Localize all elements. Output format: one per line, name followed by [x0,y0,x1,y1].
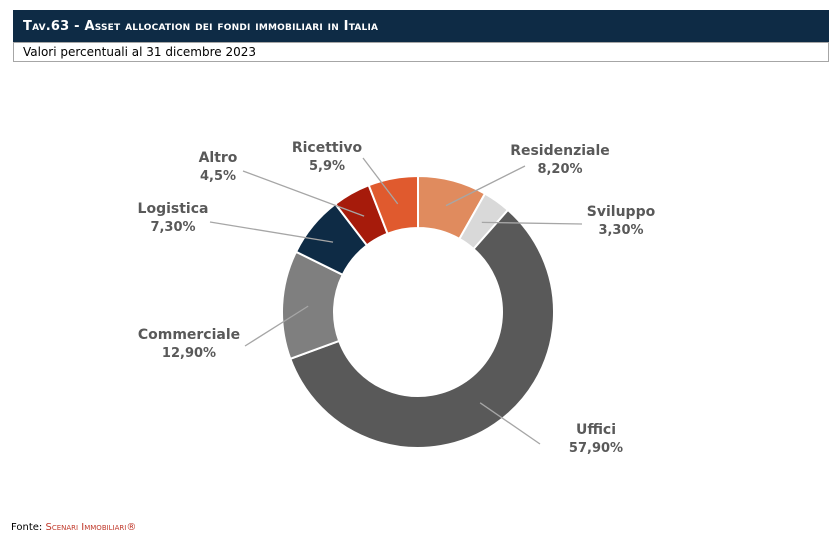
data-labels: Residenziale 8,20% Sviluppo 3,30% Uffici 57,9… [138,140,656,456]
value-label-altro: 4,5% [200,169,236,184]
value-label-ricettivo: 5,9% [309,159,345,174]
value-label-sviluppo: 3,30% [598,223,643,238]
category-label-commerciale: Commerciale [138,327,240,343]
table-title-bar: Tav.63 - Asset allocation dei fondi immo… [13,10,829,42]
value-label-commerciale: 12,90% [162,346,216,361]
category-label-altro: Altro [199,150,238,166]
leader-line-residenziale [445,165,526,207]
subtitle-bar: Valori percentuali al 31 dicembre 2023 [13,42,829,62]
source-label: Fonte: [11,522,46,533]
value-label-logistica: 7,30% [150,220,195,235]
source-note: Fonte: Scenari Immobiliari® [11,522,136,533]
category-label-residenziale: Residenziale [510,143,610,159]
leader-line-sviluppo [481,221,583,225]
donut-slices [281,174,555,449]
leader-line-commerciale [244,305,309,347]
source-name: Scenari Immobiliari® [45,522,137,533]
value-label-uffici: 57,90% [569,441,623,456]
category-label-ricettivo: Ricettivo [292,140,363,156]
category-label-logistica: Logistica [138,201,209,217]
leader-line-ricettivo [362,157,399,205]
leader-line-logistica [209,221,334,243]
leader-line-altro [242,170,365,217]
leader-line-uffici [479,402,541,445]
page-title: Tav.63 - Asset allocation dei fondi immo… [23,18,379,34]
page-subtitle: Valori percentuali al 31 dicembre 2023 [23,45,257,59]
category-label-sviluppo: Sviluppo [587,204,656,220]
leader-lines [209,157,583,445]
slice-uffici [289,208,555,449]
value-label-residenziale: 8,20% [537,162,582,177]
category-label-uffici: Uffici [576,422,616,438]
slice-ricettivo [367,174,419,236]
